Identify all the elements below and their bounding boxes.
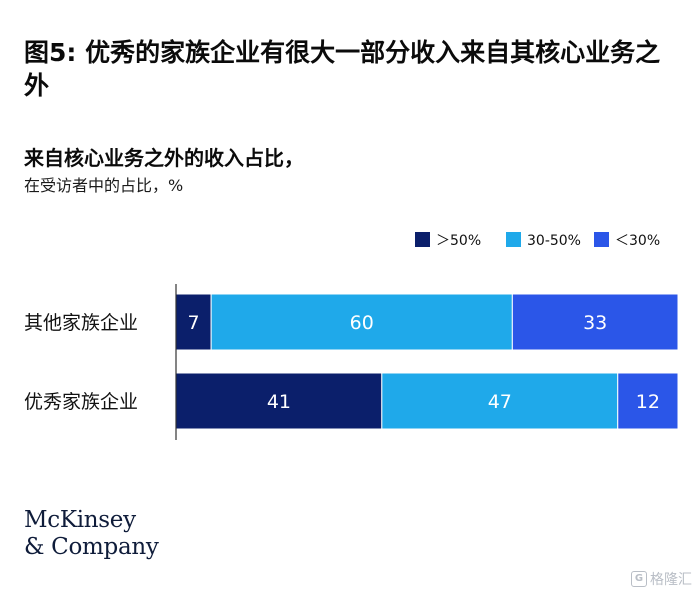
bar-segment xyxy=(175,293,212,351)
watermark: G 格隆汇 xyxy=(631,569,692,589)
figure-title: 图5: 优秀的家族企业有很大一部分收入来自其核心业务之外 xyxy=(24,38,661,100)
data-label: 33 xyxy=(583,312,607,334)
legend-swatch xyxy=(415,232,430,247)
legend-label: 30-50% xyxy=(527,233,581,249)
watermark-g-icon: G xyxy=(631,571,647,587)
logo-line-2: & Company xyxy=(24,534,159,560)
data-label: 7 xyxy=(188,312,200,334)
legend-label: ＜30% xyxy=(615,233,660,249)
data-label: 41 xyxy=(267,391,291,413)
category-label: 其他家族企业 xyxy=(24,312,138,334)
chart-subtitle: 在受访者中的占比，% xyxy=(24,176,184,195)
data-label: 47 xyxy=(488,391,512,413)
chart-title: 来自核心业务之外的收入占比， xyxy=(24,146,304,170)
bar-segment xyxy=(175,372,383,430)
legend-swatch xyxy=(506,232,521,247)
data-label: 60 xyxy=(350,312,374,334)
legend-label: ＞50% xyxy=(436,233,481,249)
bar-segment xyxy=(381,372,619,430)
stacked-bar-chart: ＞50% 30-50% ＜30% 7 60 33 其他家族企业 41 47 12 优秀家族企业 xyxy=(24,232,679,440)
bar-segment xyxy=(617,372,679,430)
bar-segment xyxy=(210,293,513,351)
mckinsey-logo: McKinsey & Company xyxy=(24,507,159,561)
logo-line-1: McKinsey xyxy=(24,507,136,533)
legend-swatch xyxy=(594,232,609,247)
bar-segment xyxy=(511,293,679,351)
category-label: 优秀家族企业 xyxy=(24,391,138,413)
watermark-text: 格隆汇 xyxy=(650,572,692,588)
data-label: 12 xyxy=(636,391,660,413)
